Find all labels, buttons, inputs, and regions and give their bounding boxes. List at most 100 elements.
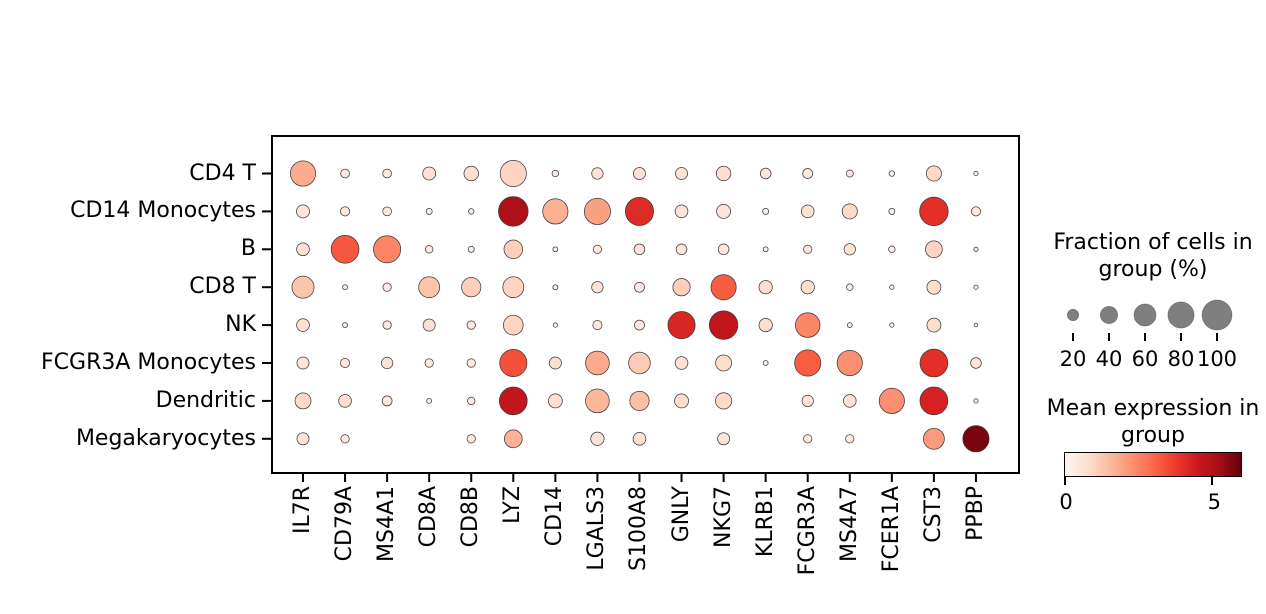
- colorbar-title: Mean expression in group: [1046, 396, 1260, 448]
- gene-label-CD8B: CD8B: [458, 486, 484, 548]
- dot-Dendritic-MS4A1: [381, 395, 393, 407]
- dot-NK-CD14: [552, 322, 558, 328]
- size-legend-circle-60: [1133, 303, 1157, 327]
- row-label-B: B: [240, 236, 256, 262]
- size-legend-value-80: 80: [1167, 347, 1195, 371]
- dot-NK-MS4A7: [846, 322, 853, 328]
- dot-CD8-T-MS4A1: [382, 282, 392, 292]
- dot-B-KLRB1: [762, 246, 769, 253]
- dot-CD4-T-CD79A: [340, 168, 350, 179]
- dot-CD8-T-LYZ: [502, 276, 525, 299]
- dot-NK-LYZ: [503, 314, 524, 336]
- plot-area: [271, 135, 1020, 474]
- dot-CD4-T-LYZ: [499, 160, 527, 187]
- size-legend-value-100: 100: [1196, 347, 1238, 371]
- dot-CD14-Monocytes-LYZ: [498, 196, 529, 227]
- dot-NK-CST3: [926, 317, 942, 333]
- gene-label-GNLY: GNLY: [668, 486, 694, 543]
- dot-FCGR3A-Monocytes-KLRB1: [762, 360, 769, 366]
- dot-Dendritic-PPBP: [973, 398, 979, 404]
- dot-Dendritic-FCGR3A: [801, 394, 814, 407]
- dot-NK-KLRB1: [758, 318, 773, 333]
- dot-NK-FCER1A: [889, 322, 895, 328]
- dot-Dendritic-IL7R: [294, 392, 312, 410]
- dot-B-MS4A1: [373, 235, 402, 264]
- dot-B-GNLY: [675, 243, 688, 256]
- dot-B-MS4A7: [843, 243, 856, 256]
- dot-Megakaryocytes-PPBP: [962, 425, 990, 453]
- dot-CD8-T-NKG7: [710, 274, 737, 301]
- gene-label-S100A8: S100A8: [626, 486, 652, 572]
- row-label-CD4-T: CD4 T: [189, 160, 256, 186]
- dot-NK-CD79A: [342, 322, 348, 328]
- dot-Dendritic-CD8A: [426, 398, 433, 404]
- dot-Dendritic-MS4A7: [843, 394, 857, 408]
- dot-CD8-T-PPBP: [973, 284, 979, 290]
- dot-CD4-T-MS4A7: [845, 169, 854, 178]
- row-label-Megakaryocytes: Megakaryocytes: [75, 425, 256, 451]
- row-label-FCGR3A-Monocytes: FCGR3A Monocytes: [41, 350, 256, 375]
- size-legend-value-20: 20: [1059, 347, 1087, 371]
- row-label-CD14-Monocytes: CD14 Monocytes: [70, 198, 256, 224]
- dot-CD14-Monocytes-S100A8: [625, 196, 654, 226]
- dot-FCGR3A-Monocytes-MS4A7: [836, 350, 863, 376]
- dot-B-CD79A: [330, 235, 360, 264]
- size-legend-title: Fraction of cells in group (%): [1053, 230, 1253, 282]
- dot-B-IL7R: [296, 242, 310, 257]
- dot-CD8-T-CST3: [926, 279, 942, 295]
- dot-Dendritic-CD79A: [338, 394, 352, 408]
- dot-Megakaryocytes-NKG7: [717, 432, 731, 446]
- dot-NK-IL7R: [296, 318, 310, 332]
- dot-B-S100A8: [633, 243, 646, 256]
- size-legend-value-60: 60: [1131, 347, 1159, 371]
- size-legend-value-40: 40: [1095, 347, 1123, 371]
- row-label-CD8-T: CD8 T: [189, 274, 256, 300]
- dot-CD14-Monocytes-GNLY: [674, 204, 689, 219]
- dot-B-CD8B: [467, 245, 475, 253]
- dot-CD14-Monocytes-NKG7: [716, 204, 731, 219]
- dot-Megakaryocytes-IL7R: [296, 432, 310, 446]
- colorbar-tick-0: [1064, 477, 1066, 485]
- dot-FCGR3A-Monocytes-CD8A: [424, 358, 434, 368]
- dot-Dendritic-FCER1A: [878, 387, 905, 414]
- dot-FCGR3A-Monocytes-NKG7: [715, 354, 732, 372]
- dot-B-FCER1A: [888, 245, 896, 253]
- dot-CD4-T-LGALS3: [591, 167, 604, 180]
- dot-B-FCGR3A: [803, 244, 813, 254]
- gene-label-MS4A7: MS4A7: [836, 486, 862, 562]
- dot-B-CD14: [552, 246, 559, 253]
- dot-Megakaryocytes-CST3: [923, 427, 945, 450]
- dot-CD8-T-CD79A: [342, 284, 348, 291]
- dot-CD8-T-FCGR3A: [800, 280, 815, 295]
- dot-Megakaryocytes-S100A8: [632, 432, 647, 446]
- dot-CD4-T-CD8A: [422, 166, 437, 181]
- dot-Megakaryocytes-LGALS3: [590, 431, 605, 446]
- dot-CD14-Monocytes-CST3: [919, 196, 949, 227]
- dot-FCGR3A-Monocytes-LGALS3: [585, 350, 610, 376]
- gene-label-PPBP: PPBP: [962, 486, 988, 541]
- dot-Dendritic-CD8B: [467, 396, 476, 406]
- size-legend-circle-80: [1167, 301, 1195, 329]
- gene-label-FCGR3A: FCGR3A: [794, 486, 820, 576]
- dot-B-CD8A: [425, 245, 434, 254]
- dot-CD8-T-LGALS3: [591, 281, 604, 294]
- dot-NK-LGALS3: [592, 320, 603, 331]
- gene-label-LYZ: LYZ: [500, 486, 526, 524]
- dot-CD8-T-CD14: [552, 284, 559, 291]
- dot-CD14-Monocytes-MS4A7: [841, 203, 858, 220]
- dot-NK-PPBP: [973, 322, 979, 328]
- dot-NK-FCGR3A: [795, 312, 821, 338]
- row-label-Dendritic: Dendritic: [155, 387, 256, 413]
- dot-Megakaryocytes-CD8B: [466, 434, 476, 444]
- gene-label-MS4A1: MS4A1: [374, 486, 400, 562]
- dot-NK-CD8B: [466, 320, 476, 330]
- size-legend-circle-100: [1201, 299, 1233, 331]
- dot-Dendritic-NKG7: [715, 392, 733, 410]
- dot-CD14-Monocytes-CD8B: [468, 208, 475, 215]
- size-legend-circle-40: [1099, 305, 1119, 325]
- dot-NK-CD8A: [422, 318, 436, 332]
- dot-FCGR3A-Monocytes-GNLY: [674, 356, 689, 370]
- gene-label-CST3: CST3: [920, 486, 946, 543]
